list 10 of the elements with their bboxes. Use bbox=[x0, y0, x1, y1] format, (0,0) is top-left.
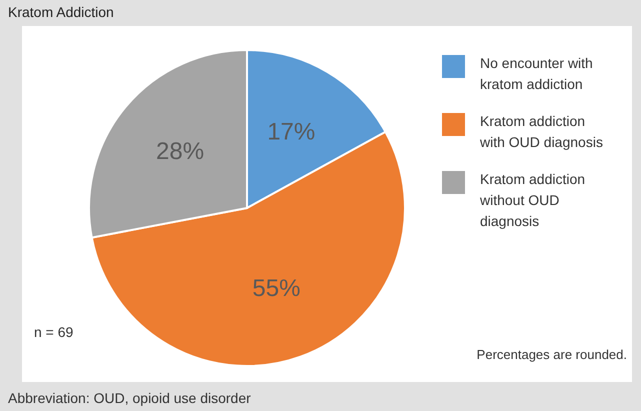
data-label: 55% bbox=[252, 275, 300, 302]
legend-label: Kratom addiction without OUD diagnosis bbox=[479, 171, 586, 229]
text: Abbreviation: OUD, opioid use disorder bbox=[8, 390, 252, 406]
text: Percentages are rounded. bbox=[476, 347, 627, 362]
legend-label: Kratom addiction with OUD diagnosis bbox=[479, 113, 603, 150]
data-label: 17% bbox=[267, 118, 316, 146]
legend-label: No encounter with kratom addiction bbox=[480, 55, 593, 92]
chart-title: Kratom Addiction bbox=[8, 4, 114, 20]
text: n = 69 bbox=[34, 324, 74, 340]
data-label: 28% bbox=[156, 138, 204, 165]
